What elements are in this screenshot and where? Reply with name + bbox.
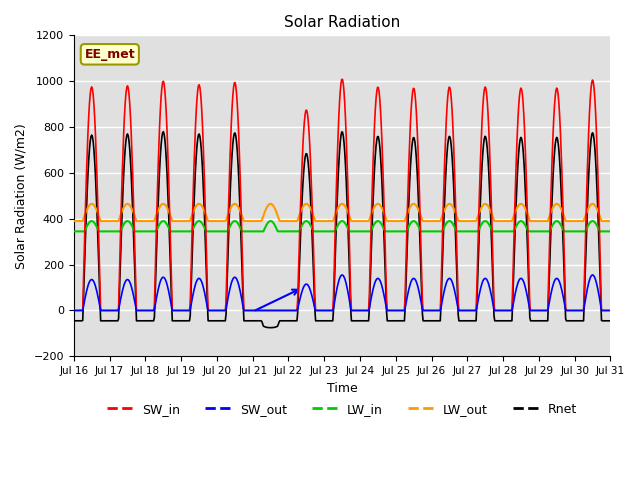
LW_in [79, 228, 87, 234]
Rnet [190, 202, 198, 207]
Line: SW_in: SW_in [74, 79, 611, 311]
SW_in [424, 308, 431, 313]
Line: Rnet: Rnet [74, 132, 611, 328]
LW_in [607, 228, 614, 234]
Line: LW_in: LW_in [74, 221, 611, 231]
Rnet [79, 295, 87, 300]
LW_out [218, 218, 226, 224]
X-axis label: Time: Time [327, 382, 358, 395]
Rnet [135, 318, 143, 324]
LW_out [190, 207, 198, 213]
LW_out [408, 202, 416, 207]
LW_out [70, 218, 77, 224]
SW_out [218, 308, 225, 313]
Rnet [267, 325, 275, 331]
SW_in [135, 308, 143, 313]
Rnet [218, 318, 226, 324]
SW_out [423, 308, 431, 313]
LW_in [190, 224, 198, 229]
SW_out [407, 278, 415, 284]
SW_in [70, 308, 77, 313]
SW_in [338, 76, 346, 82]
LW_in [70, 228, 77, 234]
LW_out [79, 216, 87, 222]
Line: SW_out: SW_out [74, 275, 611, 311]
Y-axis label: Solar Radiation (W/m2): Solar Radiation (W/m2) [15, 123, 28, 269]
LW_in [218, 228, 226, 234]
Rnet [159, 129, 167, 134]
LW_in [88, 218, 95, 224]
Legend: SW_in, SW_out, LW_in, LW_out, Rnet: SW_in, SW_out, LW_in, LW_out, Rnet [102, 398, 582, 420]
SW_in [79, 278, 87, 284]
SW_out [79, 303, 87, 309]
SW_out [135, 308, 143, 313]
LW_in [424, 228, 431, 234]
SW_in [218, 308, 225, 313]
LW_out [424, 218, 431, 224]
Line: LW_out: LW_out [74, 204, 611, 221]
SW_out [607, 308, 614, 313]
Rnet [607, 318, 614, 324]
SW_out [70, 308, 77, 313]
SW_in [408, 96, 416, 102]
SW_out [189, 291, 197, 297]
SW_out [589, 272, 596, 278]
LW_out [136, 218, 143, 224]
Rnet [409, 137, 417, 143]
Rnet [424, 318, 432, 324]
LW_in [408, 219, 416, 225]
LW_in [136, 228, 143, 234]
Rnet [70, 318, 77, 324]
Text: EE_met: EE_met [84, 48, 135, 61]
LW_out [607, 218, 614, 224]
Title: Solar Radiation: Solar Radiation [284, 15, 400, 30]
SW_in [607, 308, 614, 313]
SW_in [189, 189, 197, 195]
LW_out [88, 201, 95, 207]
